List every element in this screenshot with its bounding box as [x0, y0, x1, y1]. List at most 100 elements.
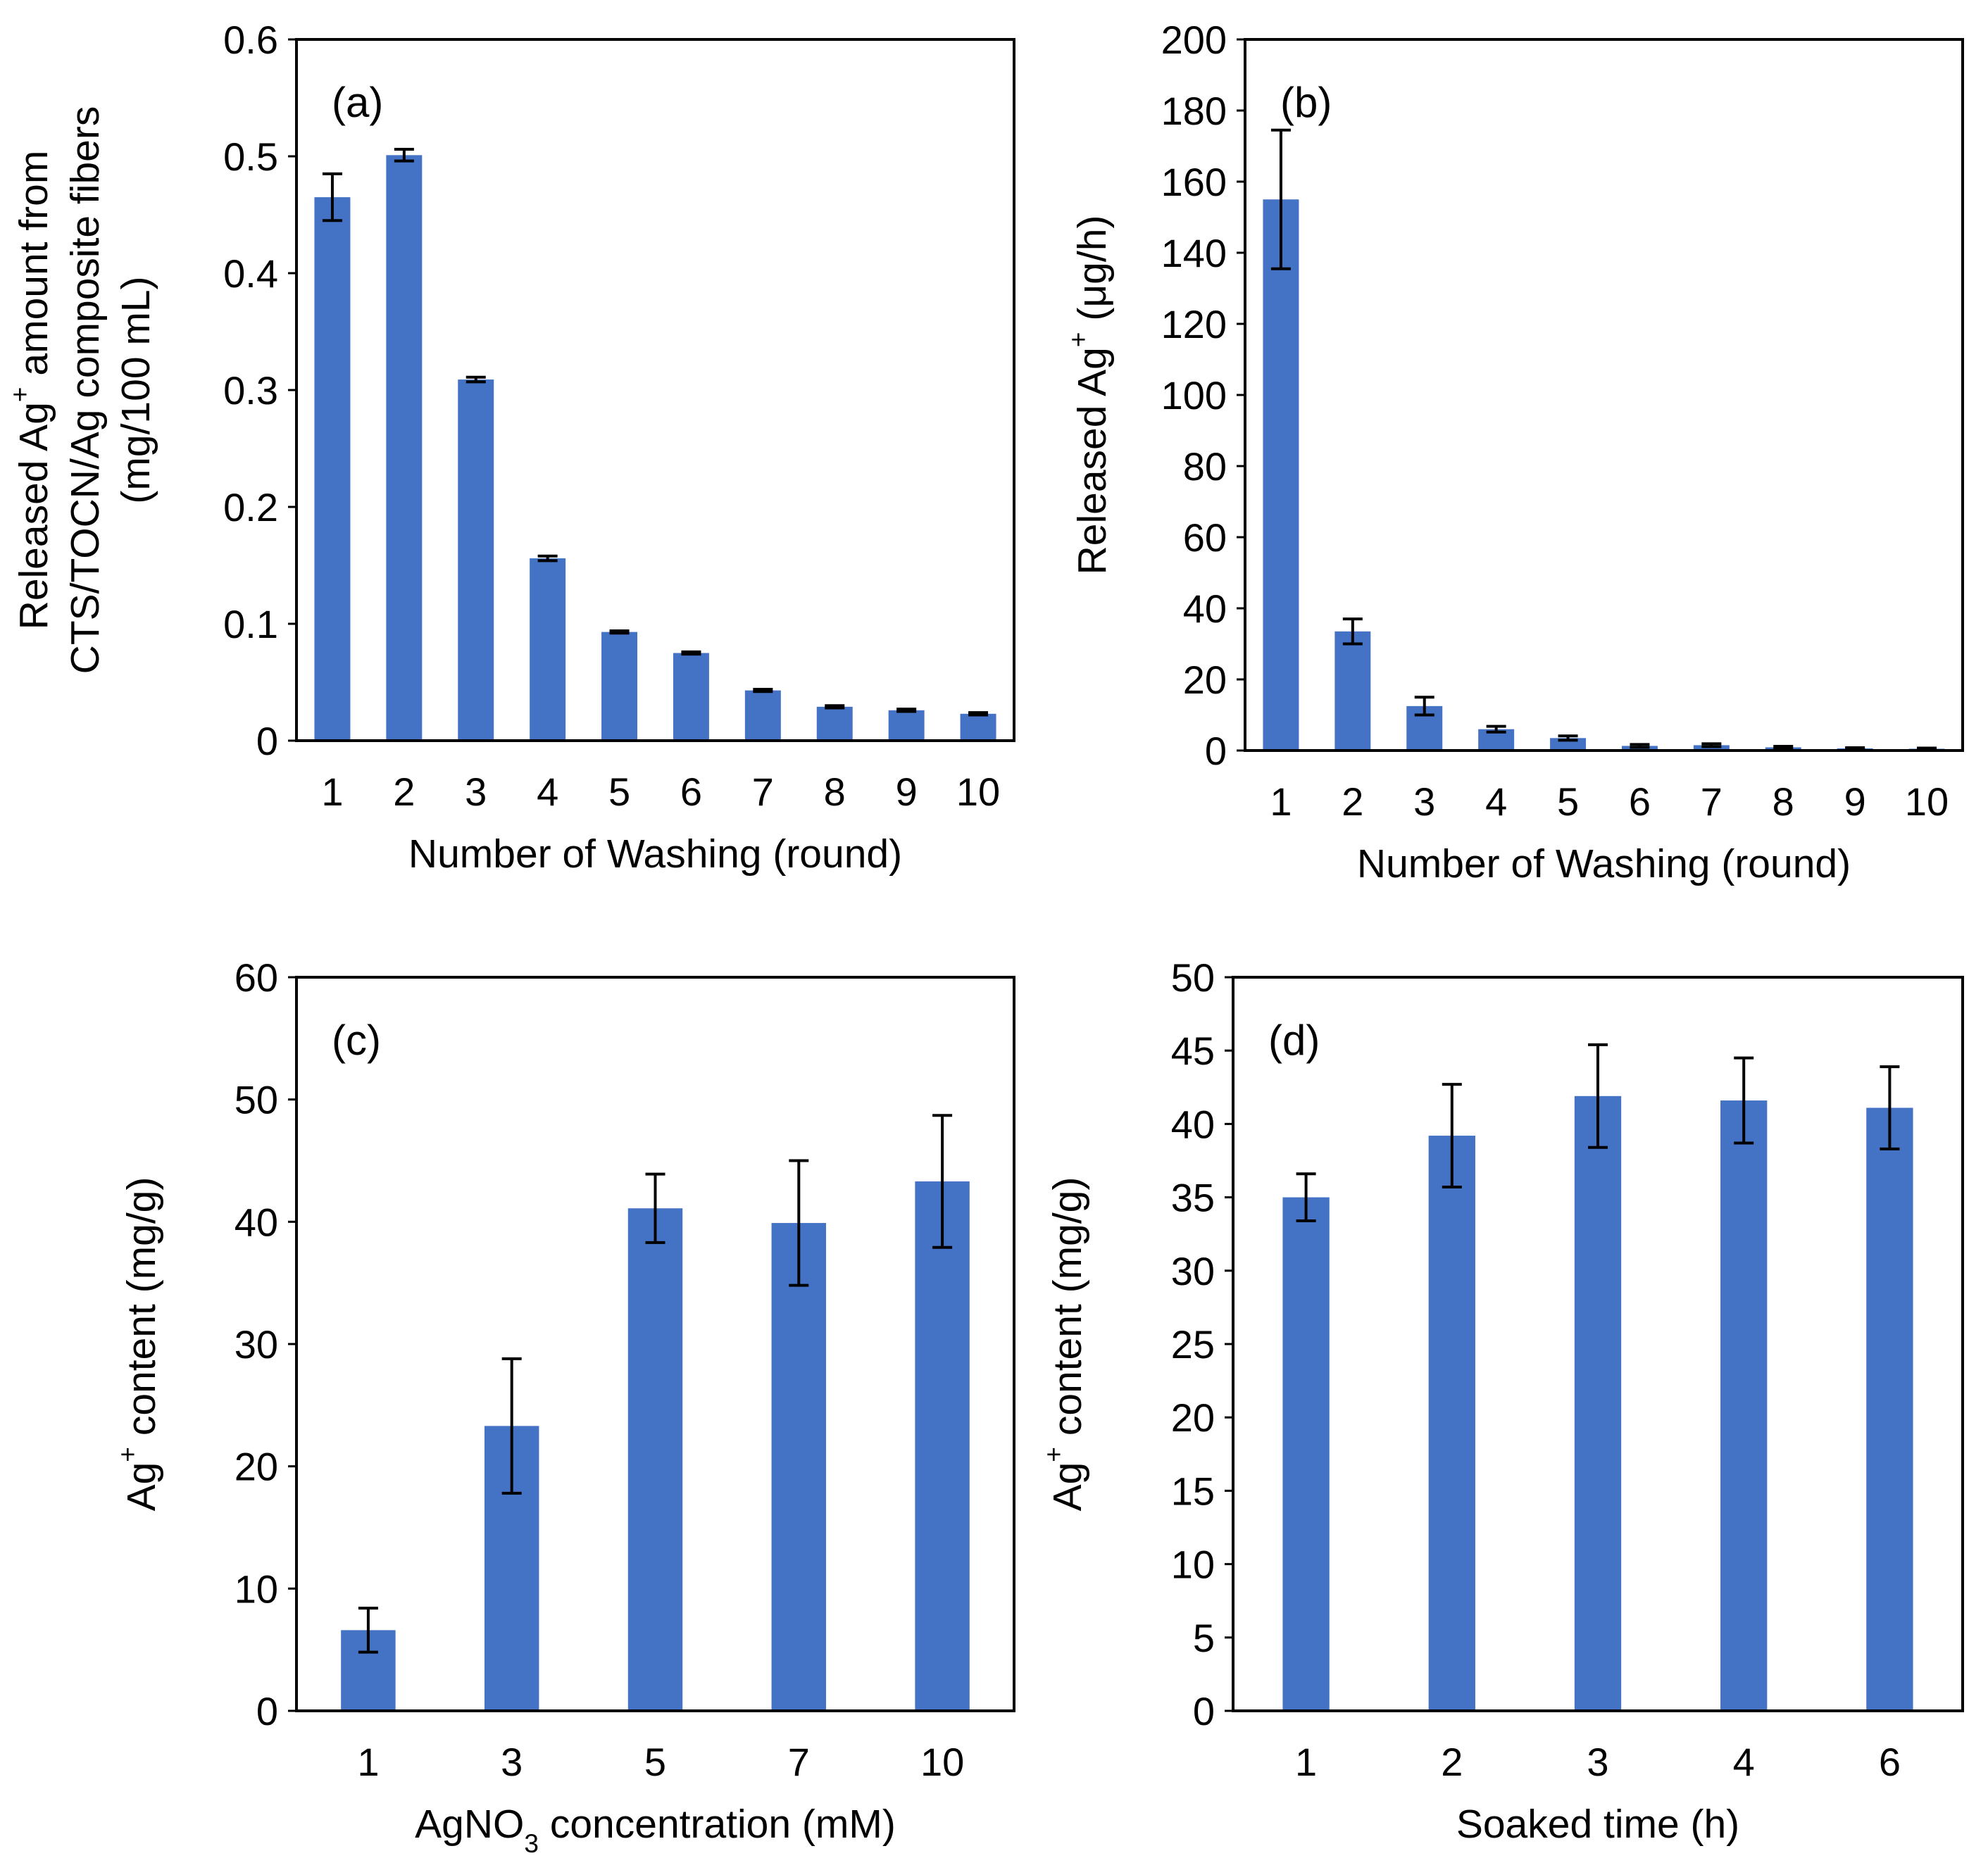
- y-axis-label: Released Ag+ amount from: [5, 151, 56, 630]
- y-tick-label: 20: [235, 1445, 278, 1489]
- y-tick-label: 40: [1171, 1102, 1215, 1146]
- x-tick-label: 1: [1270, 779, 1292, 824]
- error-bar: [645, 1172, 665, 1244]
- error-bar: [1486, 724, 1506, 734]
- y-tick-label: 20: [1171, 1395, 1215, 1440]
- y-tick-label: 0: [1205, 729, 1227, 773]
- x-axis-label: Number of Washing (round): [1357, 841, 1851, 886]
- error-bar: [1558, 734, 1578, 742]
- error-bar: [322, 172, 342, 222]
- y-tick-label: 45: [1171, 1029, 1215, 1073]
- bar: [1428, 1136, 1475, 1711]
- panel-label: (b): [1280, 79, 1332, 126]
- y-axis-label-text: Released Ag: [1070, 347, 1115, 575]
- y-tick-label: 0.5: [223, 134, 278, 179]
- y-axis-label: Ag+ content (mg/g): [1039, 1177, 1090, 1512]
- plot-frame: [1232, 976, 1964, 1712]
- error-bar: [1342, 617, 1363, 646]
- error-bar: [501, 1357, 522, 1495]
- bar: [771, 1223, 827, 1711]
- y-tick-label: 0: [1193, 1689, 1215, 1733]
- error-bar: [753, 687, 773, 693]
- bar: [1866, 1107, 1913, 1711]
- x-tick-label: 5: [644, 1740, 666, 1784]
- error-bar: [1270, 128, 1291, 270]
- chart-d: 0 5 10 15 20 25 30 35 40 45 50 1 2 3 4 6 (d) Soaked time …: [1039, 955, 1964, 1847]
- x-tick-label: 9: [896, 770, 918, 814]
- bar: [458, 379, 494, 741]
- x-tick-label: 9: [1844, 779, 1866, 824]
- error-bar: [932, 1114, 953, 1249]
- error-bar: [1296, 1172, 1316, 1222]
- bar: [888, 710, 925, 741]
- x-axis-label-text: AgNO: [415, 1802, 524, 1847]
- y-axis-label-text: content (mg/g): [119, 1177, 164, 1447]
- y-tick-label: 30: [1171, 1249, 1215, 1293]
- bar: [530, 558, 566, 741]
- error-bar: [1880, 1065, 1900, 1150]
- x-tick-label: 8: [1773, 779, 1794, 824]
- bar: [1263, 199, 1299, 751]
- error-bar: [681, 650, 701, 656]
- y-tick-label: 25: [1171, 1322, 1215, 1367]
- x-axis-label-text: Soaked time (h): [1456, 1802, 1739, 1847]
- plot-frame: [1244, 38, 1964, 752]
- y-axis-label-superscript: +: [113, 1447, 142, 1462]
- y-tick-label: 0: [256, 1689, 278, 1733]
- bar: [816, 706, 853, 741]
- y-tick-label: 15: [1171, 1469, 1215, 1513]
- x-tick-label: 10: [956, 770, 1000, 814]
- bar: [673, 653, 709, 741]
- x-axis-label-text: Number of Washing (round): [408, 831, 902, 877]
- x-tick-label: 1: [321, 770, 343, 814]
- y-tick-label: 120: [1161, 302, 1227, 346]
- x-axis-label-text: concentration (mM): [539, 1802, 896, 1847]
- bar: [1282, 1197, 1330, 1711]
- y-tick-label: 30: [235, 1322, 278, 1367]
- y-tick-label: 60: [1183, 515, 1227, 560]
- bar: [915, 1181, 970, 1711]
- x-tick-label: 10: [1905, 779, 1949, 824]
- y-tick-label: 40: [235, 1200, 278, 1244]
- bar: [744, 690, 781, 741]
- x-tick-label: 5: [1557, 779, 1579, 824]
- error-bar: [358, 1607, 378, 1654]
- x-tick-label: 6: [1629, 779, 1651, 824]
- error-bar: [1701, 742, 1722, 748]
- error-bar: [968, 711, 989, 717]
- y-axis-label: (mg/100 mL): [113, 276, 158, 503]
- error-bar: [1845, 746, 1865, 751]
- y-tick-label: 50: [1171, 955, 1215, 1000]
- y-tick-label: 140: [1161, 231, 1227, 275]
- x-tick-label: 3: [1413, 779, 1435, 824]
- y-tick-label: 40: [1183, 586, 1227, 631]
- error-bar: [1442, 1083, 1462, 1189]
- error-bar: [1630, 743, 1650, 749]
- bar: [386, 155, 423, 741]
- x-tick-label: 3: [465, 770, 487, 814]
- error-bar: [1414, 696, 1434, 717]
- x-tick-label: 3: [1587, 1740, 1608, 1784]
- bar: [627, 1208, 683, 1711]
- error-bar: [896, 708, 917, 713]
- y-tick-label: 10: [235, 1567, 278, 1611]
- x-axis-label: AgNO3 concentration (mM): [415, 1802, 896, 1858]
- error-bar: [825, 704, 845, 710]
- y-axis-label-superscript: +: [1063, 332, 1093, 348]
- error-bar: [1734, 1056, 1754, 1145]
- y-axis-label-text: Ag: [119, 1462, 164, 1512]
- x-axis-label: Number of Washing (round): [408, 831, 902, 877]
- y-tick-label: 0.1: [223, 602, 278, 646]
- y-tick-label: 5: [1193, 1616, 1215, 1660]
- y-axis-label: CTS/TOCN/Ag composite fibers: [63, 106, 108, 674]
- bar: [1574, 1096, 1622, 1711]
- bar: [1720, 1100, 1768, 1711]
- y-tick-label: 160: [1161, 160, 1227, 204]
- x-tick-label: 7: [1701, 779, 1723, 824]
- bar: [1334, 631, 1371, 751]
- y-tick-label: 0.4: [223, 251, 278, 296]
- x-tick-label: 4: [537, 770, 558, 814]
- x-axis-label-subscript: 3: [524, 1828, 539, 1858]
- bar: [314, 197, 351, 741]
